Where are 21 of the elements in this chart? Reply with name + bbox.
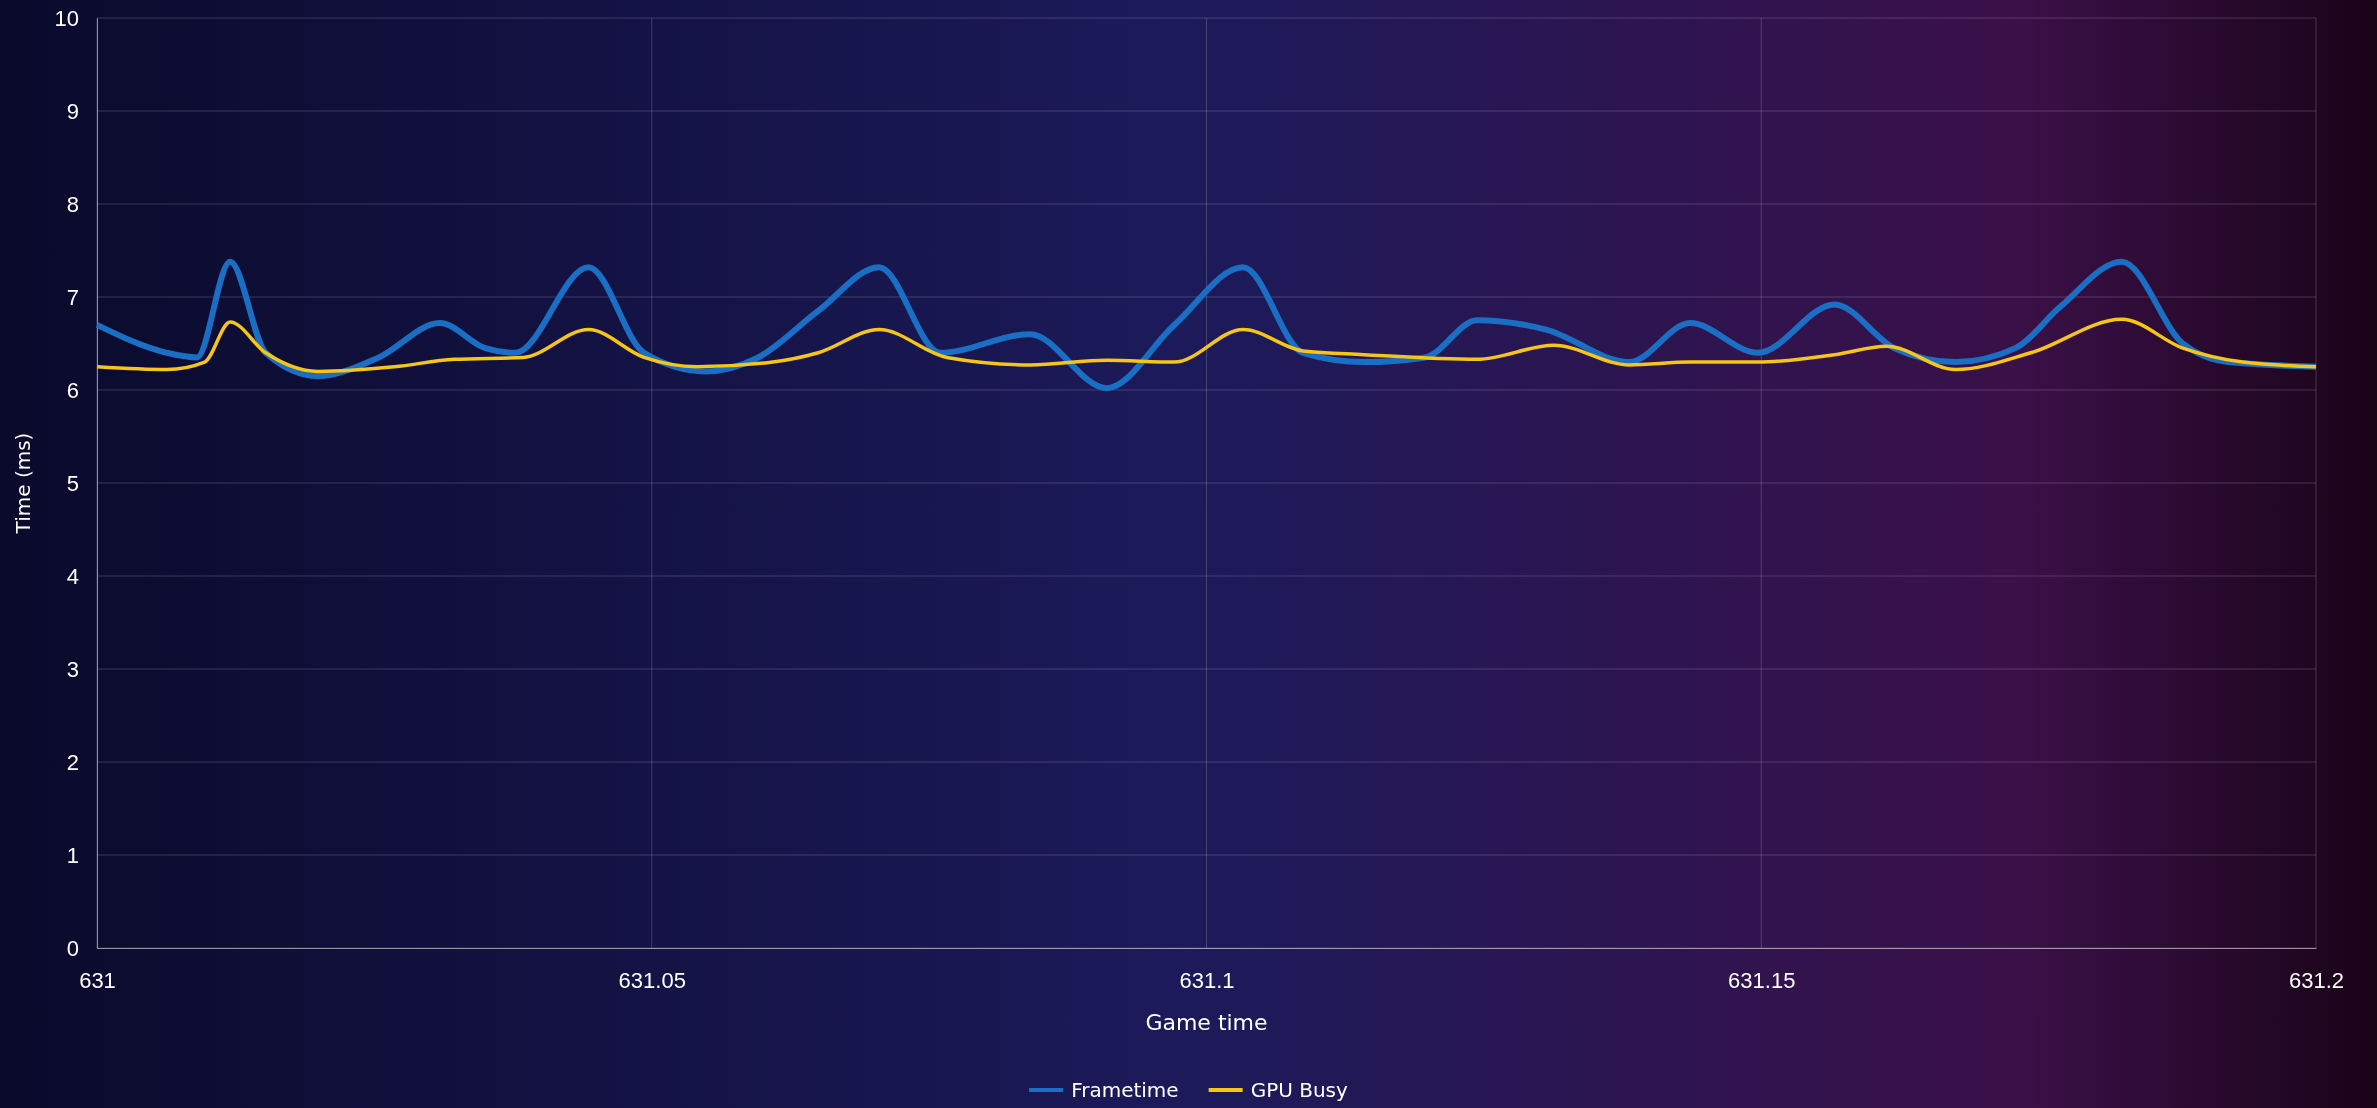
line-series	[95, 317, 2318, 374]
legend-label: Frametime	[1071, 1078, 1179, 1102]
y-tick-label: 5	[66, 470, 79, 496]
y-tick-label: 3	[66, 656, 79, 682]
x-tick-label: 631.1	[1179, 967, 1235, 993]
y-tick-label: 2	[66, 749, 79, 775]
y-tick-label: 4	[66, 563, 79, 589]
x-tick-label: 631	[79, 967, 116, 993]
y-tick-label: 0	[66, 935, 79, 961]
y-tick-label: 1	[66, 842, 79, 868]
y-tick-label: 6	[66, 377, 79, 403]
legend-label: GPU Busy	[1250, 1078, 1349, 1102]
y-tick-label: 10	[54, 5, 79, 31]
x-tick-label: 631.2	[2288, 967, 2345, 993]
x-axis-title: Game time	[1145, 1010, 1268, 1035]
x-tick-label: 631.05	[618, 967, 686, 993]
y-axis-title: Time (ms)	[11, 432, 35, 535]
y-tick-label: 8	[66, 191, 79, 217]
y-tick-label: 7	[66, 284, 79, 310]
y-tick-label: 9	[66, 98, 79, 124]
x-tick-label: 631.15	[1728, 967, 1796, 993]
